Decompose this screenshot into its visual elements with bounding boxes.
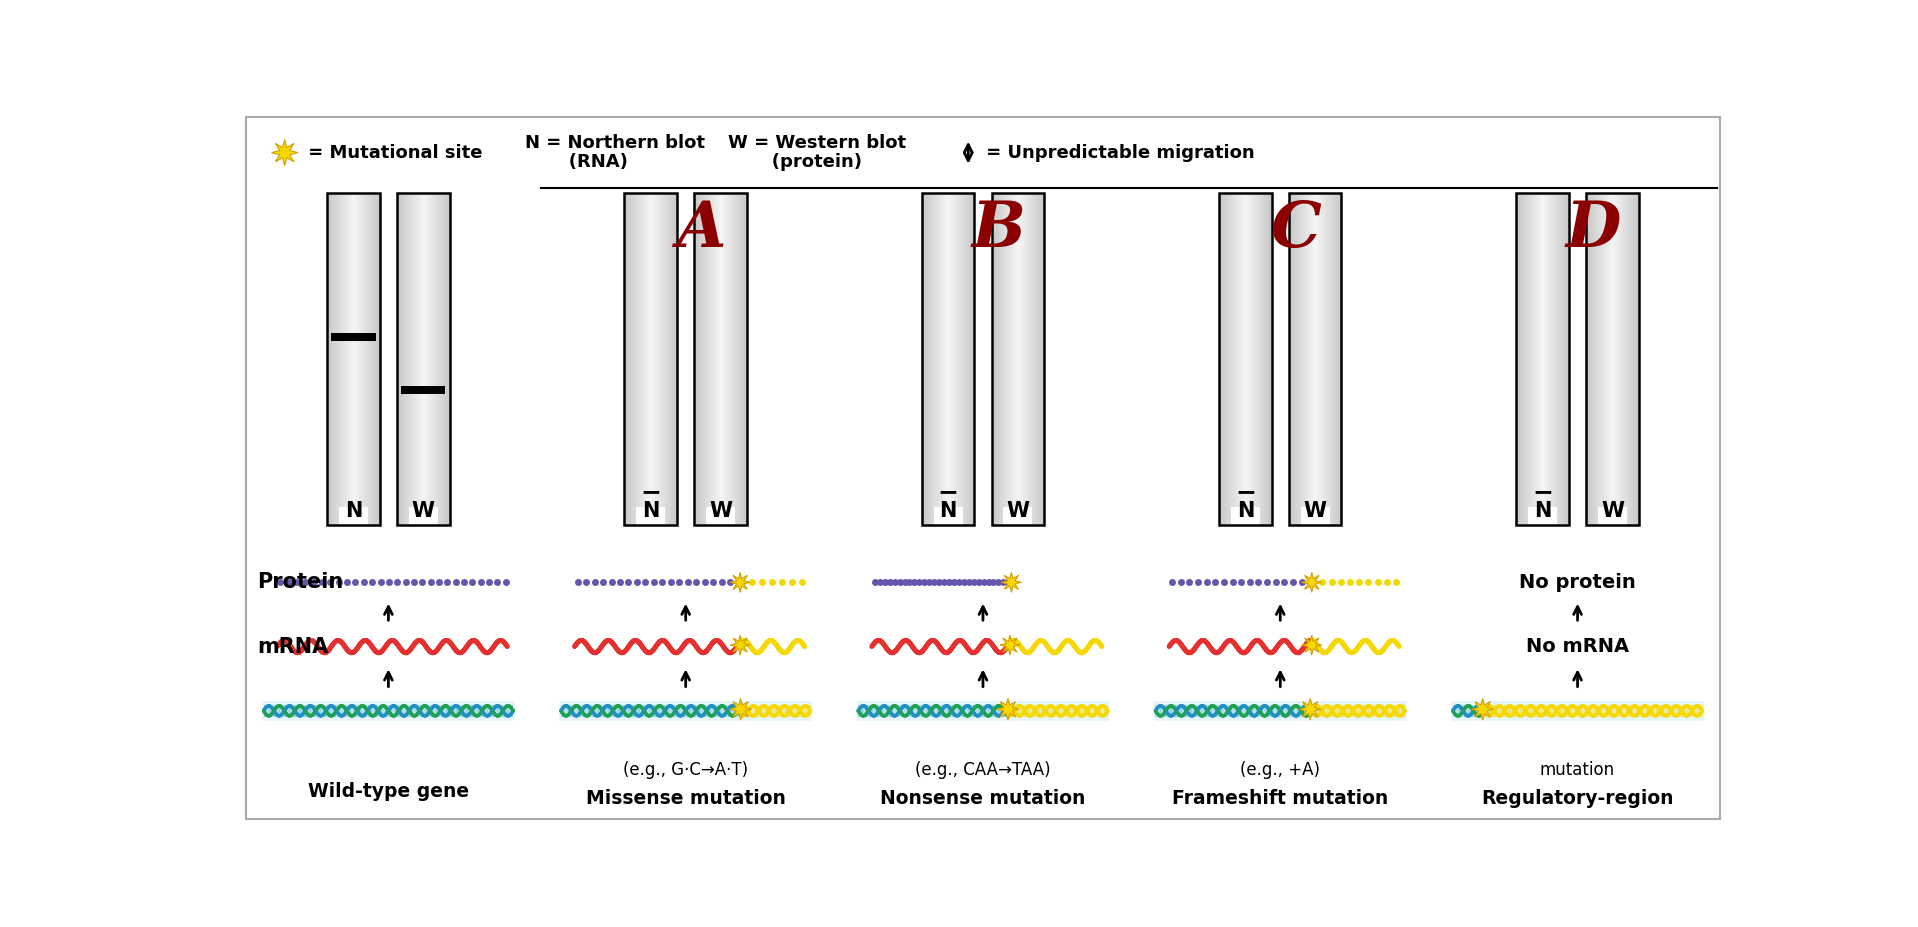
Text: = Mutational site: = Mutational site [301, 144, 481, 161]
Text: (e.g., CAA→TAA): (e.g., CAA→TAA) [915, 761, 1051, 779]
Text: W: W [1602, 501, 1625, 521]
Bar [1517, 194, 1569, 526]
Text: mRNA: mRNA [257, 637, 328, 656]
Bar [934, 507, 963, 526]
FancyBboxPatch shape [1155, 701, 1406, 721]
Bar [401, 386, 445, 394]
Text: Nonsense mutation: Nonsense mutation [880, 790, 1086, 808]
Polygon shape [1302, 572, 1322, 592]
Bar [1300, 507, 1329, 526]
Text: N: N [940, 501, 957, 521]
FancyBboxPatch shape [263, 701, 514, 721]
Polygon shape [997, 699, 1018, 720]
Text: N = Northern blot: N = Northern blot [526, 134, 706, 152]
Text: −: − [938, 479, 959, 503]
Bar [339, 507, 368, 526]
Text: (e.g., +A): (e.g., +A) [1241, 761, 1320, 779]
Text: A: A [677, 199, 727, 261]
Polygon shape [731, 635, 750, 655]
Text: W: W [710, 501, 733, 521]
Text: W = Western blot: W = Western blot [729, 134, 905, 152]
Bar [923, 194, 974, 526]
Bar [328, 194, 380, 526]
Text: D: D [1565, 199, 1621, 261]
Text: Protein: Protein [257, 572, 343, 592]
Polygon shape [272, 140, 297, 166]
Bar [625, 194, 677, 526]
Bar [1220, 194, 1272, 526]
Polygon shape [1302, 635, 1322, 655]
Text: (protein): (protein) [729, 153, 861, 171]
Polygon shape [731, 572, 750, 592]
Text: Wild-type gene: Wild-type gene [307, 782, 470, 801]
Polygon shape [729, 699, 752, 720]
Polygon shape [1001, 572, 1022, 592]
Text: No mRNA: No mRNA [1527, 637, 1628, 656]
Text: N: N [1237, 501, 1254, 521]
Text: W: W [1304, 501, 1327, 521]
Bar [706, 507, 735, 526]
Text: No protein: No protein [1519, 573, 1636, 591]
Text: Regulatory-region: Regulatory-region [1481, 790, 1674, 808]
Bar [1586, 194, 1638, 526]
Bar [332, 333, 376, 341]
Bar [1289, 194, 1341, 526]
Bar [1003, 507, 1032, 526]
Bar [637, 507, 666, 526]
Polygon shape [1298, 699, 1322, 720]
Text: N: N [345, 501, 363, 521]
Text: −: − [641, 479, 662, 503]
Text: Missense mutation: Missense mutation [585, 790, 786, 808]
Text: Frameshift mutation: Frameshift mutation [1172, 790, 1389, 808]
Bar [1231, 507, 1260, 526]
Text: (RNA): (RNA) [526, 153, 627, 171]
FancyBboxPatch shape [1452, 701, 1703, 721]
Text: (e.g., G·C→A·T): (e.g., G·C→A·T) [623, 761, 748, 779]
Bar [397, 194, 449, 526]
Text: W: W [412, 501, 435, 521]
Bar [694, 194, 746, 526]
Polygon shape [999, 635, 1020, 655]
Text: mutation: mutation [1540, 761, 1615, 779]
Bar [992, 194, 1043, 526]
Bar [1529, 507, 1557, 526]
Bar [1598, 507, 1626, 526]
Text: W: W [1007, 501, 1030, 521]
Text: N: N [643, 501, 660, 521]
Text: = Unpredictable migration: = Unpredictable migration [980, 144, 1254, 161]
Text: −: − [1235, 479, 1256, 503]
Text: B: B [972, 199, 1026, 261]
FancyBboxPatch shape [560, 701, 811, 721]
Text: C: C [1270, 199, 1322, 261]
Text: −: − [1532, 479, 1554, 503]
Bar [409, 507, 437, 526]
Text: N: N [1534, 501, 1552, 521]
Polygon shape [1471, 699, 1494, 720]
FancyBboxPatch shape [857, 701, 1109, 721]
